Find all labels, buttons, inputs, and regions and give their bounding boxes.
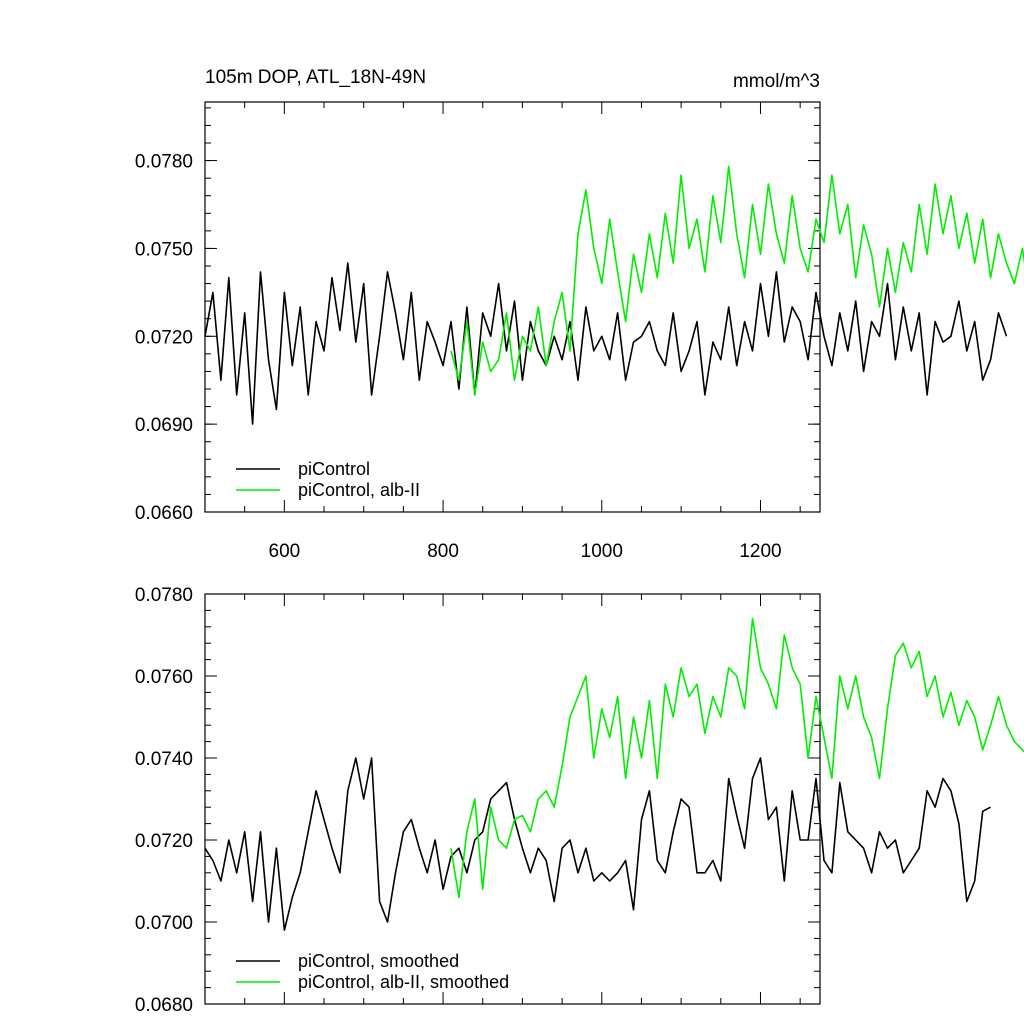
x-tick-label: 600	[269, 541, 301, 562]
top-series-lines	[204, 165, 1024, 425]
y-tick-label: 0.0720	[135, 327, 193, 348]
y-tick-label: 0.0780	[135, 585, 193, 606]
legend-label-picontrol: piControl	[298, 459, 370, 479]
y-tick-label: 0.0660	[135, 503, 193, 524]
y-tick-label: 0.0780	[135, 152, 193, 173]
top-x-tick-labels: 600 800 1000 1200	[269, 541, 782, 562]
top-plot-frame	[204, 101, 821, 513]
x-tick-label: 800	[427, 541, 459, 562]
bottom-y-tick-labels: 0.0680 0.0700 0.0720 0.0740 0.0760 0.0780	[135, 585, 193, 1016]
top-panel-units: mmol/m^3	[733, 71, 820, 92]
x-tick-label: 1000	[581, 541, 623, 562]
top-legend: piControl piControl, alb-II	[236, 459, 420, 500]
x-tick-label: 1200	[739, 541, 781, 562]
y-tick-label: 0.0760	[135, 667, 193, 688]
y-tick-label: 0.0680	[135, 995, 193, 1016]
top-y-tick-labels: 0.0660 0.0690 0.0720 0.0750 0.0780	[135, 152, 193, 524]
bottom-panel: 0.0680 0.0700 0.0720 0.0740 0.0760 0.0780 piC…	[135, 585, 1024, 1016]
y-tick-label: 0.0750	[135, 239, 193, 260]
top-axis-ticks	[205, 102, 820, 513]
series-line-0	[204, 757, 991, 932]
bottom-series-lines	[204, 617, 1024, 932]
bottom-legend: piControl, smoothed piControl, alb-II, s…	[236, 951, 509, 992]
y-tick-label: 0.0720	[135, 831, 193, 852]
legend-label-alb-ii-smoothed: piControl, alb-II, smoothed	[298, 972, 509, 992]
y-tick-label: 0.0690	[135, 415, 193, 436]
series-line-0	[204, 262, 1008, 425]
legend-label-picontrol-smoothed: piControl, smoothed	[298, 951, 459, 971]
y-tick-label: 0.0700	[135, 913, 193, 934]
y-tick-label: 0.0740	[135, 749, 193, 770]
legend-label-alb-ii: piControl, alb-II	[298, 480, 420, 500]
top-panel-title: 105m DOP, ATL_18N-49N	[205, 67, 426, 88]
series-line-1	[450, 165, 1024, 396]
top-panel: 105m DOP, ATL_18N-49N mmol/m^3 0.06600.0…	[135, 67, 1024, 562]
bottom-plot-frame	[204, 593, 821, 1005]
series-line-1	[450, 617, 1024, 899]
